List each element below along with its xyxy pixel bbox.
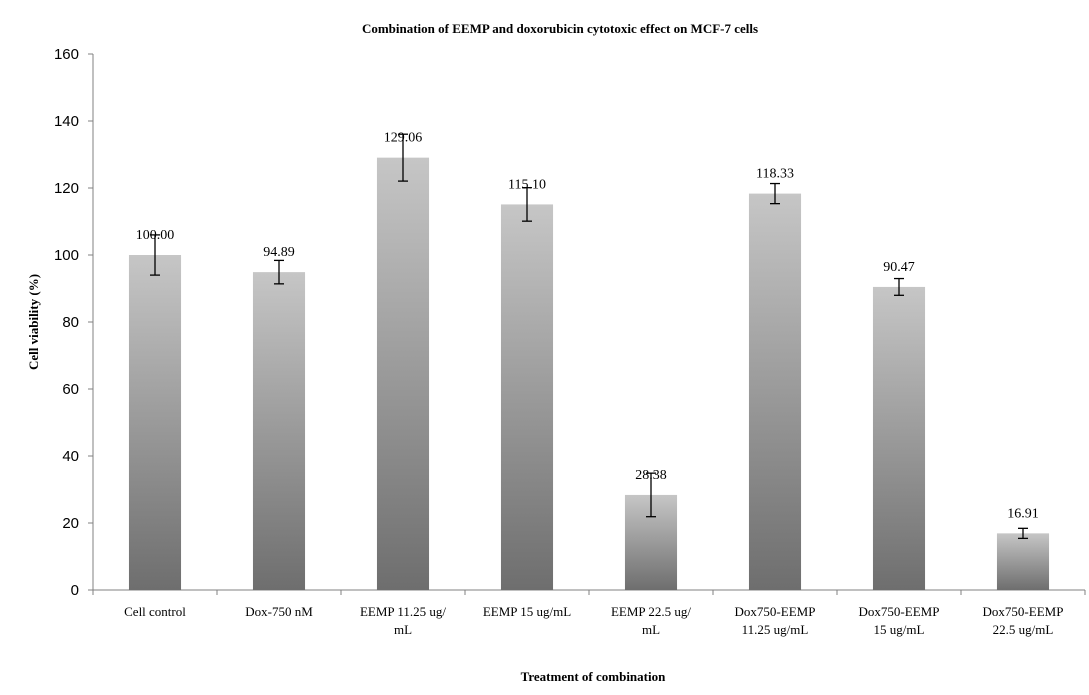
y-axis: 0 20 40 60 80 100 120 140 160	[54, 46, 94, 599]
data-label: 118.33	[756, 167, 794, 182]
y-tick-label: 80	[62, 314, 79, 331]
bar	[128, 255, 182, 590]
x-tick-label: Dox-750 nM	[245, 604, 313, 619]
bar	[996, 533, 1050, 590]
bars: 100.00 94.89 129.06 115.10 28.38 118.33 90.47 1…	[128, 131, 1050, 591]
x-axis-label: Treatment of combination	[521, 669, 666, 684]
x-tick-label: Cell control	[124, 604, 186, 619]
y-tick-label: 140	[54, 113, 79, 130]
y-tick-label: 120	[54, 180, 79, 197]
x-tick-label: EEMP 15 ug/mL	[483, 604, 571, 619]
y-tick-label: 100	[54, 247, 79, 264]
y-tick-label: 160	[54, 46, 79, 63]
y-tick-label: 40	[62, 448, 79, 465]
y-tick-label: 20	[62, 515, 79, 532]
x-tick-label: Dox750-EEMP 22.5 ug/mL	[983, 604, 1064, 637]
data-label: 90.47	[883, 260, 915, 275]
data-label: 16.91	[1007, 506, 1039, 521]
bar	[252, 272, 306, 590]
y-tick-label: 60	[62, 381, 79, 398]
x-tick-label: EEMP 22.5 ug/mL	[611, 604, 691, 637]
x-tick-label: Dox750-EEMP 11.25 ug/mL	[735, 604, 816, 637]
chart-title: Combination of EEMP and doxorubicin cyto…	[362, 21, 758, 36]
bar	[376, 157, 430, 591]
x-axis: Cell control Dox-750 nM EEMP 11.25 ug/mL EE…	[92, 589, 1086, 637]
data-label: 94.89	[263, 245, 295, 260]
bar	[500, 204, 554, 591]
y-axis-label: Cell viability (%)	[26, 274, 41, 370]
y-tick-label: 0	[71, 582, 79, 599]
data-label: 129.06	[384, 131, 423, 146]
x-tick-label: EEMP 11.25 ug/mL	[360, 604, 446, 637]
bar	[748, 193, 802, 591]
data-label: 28.38	[635, 468, 667, 483]
data-label: 100.00	[136, 228, 175, 243]
data-label: 115.10	[508, 177, 546, 192]
bar	[872, 286, 926, 590]
x-tick-label: Dox750-EEMP 15 ug/mL	[859, 604, 940, 637]
